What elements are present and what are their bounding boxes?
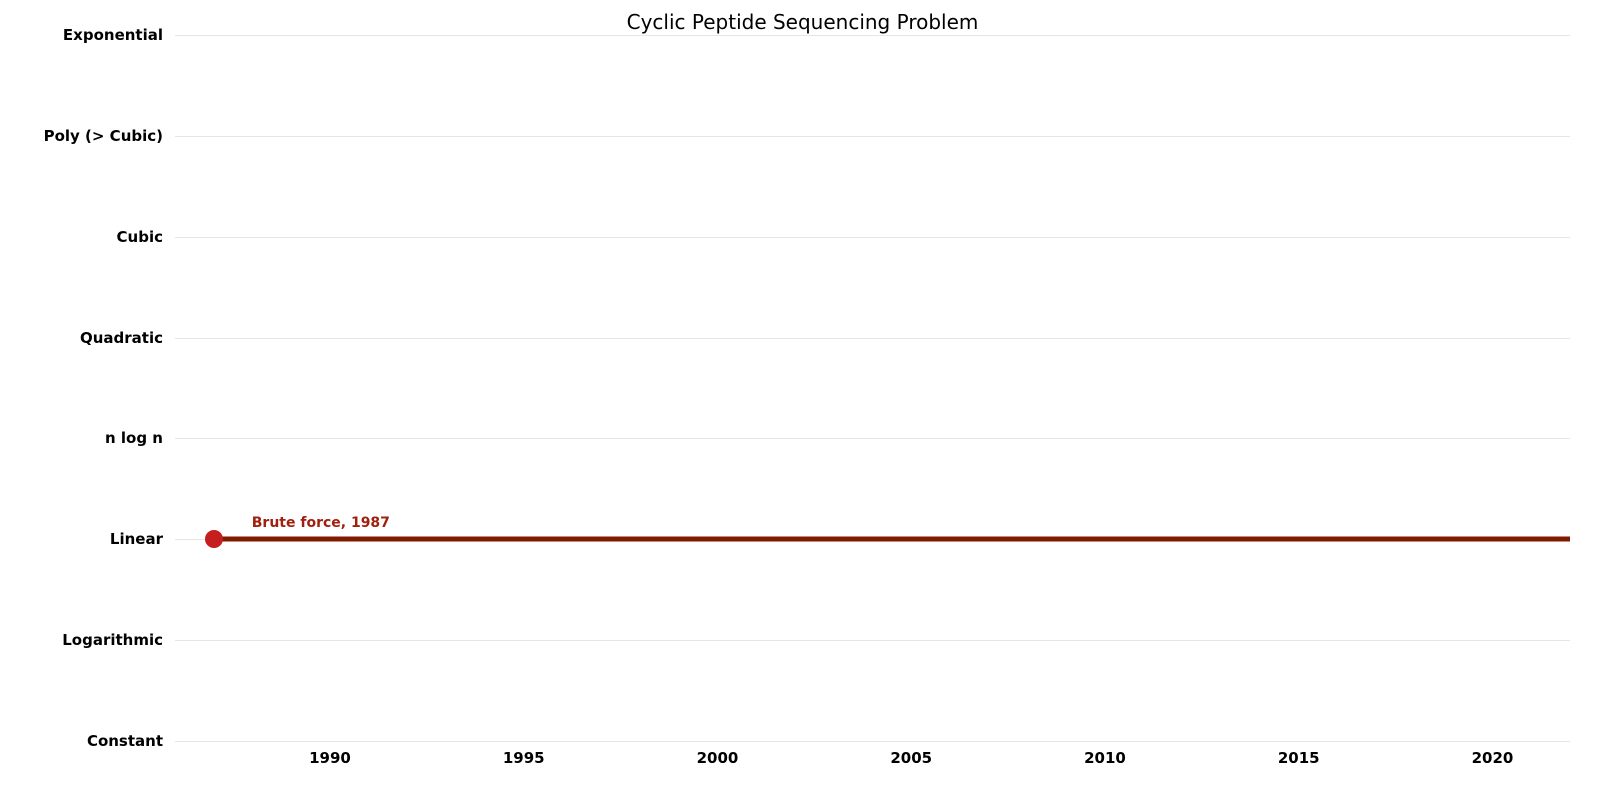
gridline bbox=[175, 438, 1570, 439]
plot-area: ConstantLogarithmicLinearn log nQuadrati… bbox=[175, 35, 1570, 741]
gridline bbox=[175, 35, 1570, 36]
series-line bbox=[214, 537, 1570, 542]
series-marker bbox=[205, 530, 223, 548]
x-tick-label: 2000 bbox=[697, 749, 739, 767]
x-tick-label: 2015 bbox=[1278, 749, 1320, 767]
y-tick-label: n log n bbox=[105, 429, 163, 447]
x-tick-label: 1990 bbox=[309, 749, 351, 767]
x-tick-label: 2005 bbox=[890, 749, 932, 767]
x-tick-label: 2020 bbox=[1472, 749, 1514, 767]
gridline bbox=[175, 741, 1570, 742]
gridline bbox=[175, 237, 1570, 238]
chart-title: Cyclic Peptide Sequencing Problem bbox=[0, 10, 1605, 34]
gridline bbox=[175, 640, 1570, 641]
gridline bbox=[175, 136, 1570, 137]
y-tick-label: Linear bbox=[110, 530, 163, 548]
y-tick-label: Logarithmic bbox=[62, 631, 163, 649]
y-tick-label: Quadratic bbox=[80, 329, 163, 347]
y-tick-label: Exponential bbox=[63, 26, 163, 44]
x-tick-label: 1995 bbox=[503, 749, 545, 767]
y-tick-label: Poly (> Cubic) bbox=[44, 127, 163, 145]
series-annotation: Brute force, 1987 bbox=[252, 515, 390, 531]
y-tick-label: Constant bbox=[87, 732, 163, 750]
y-tick-label: Cubic bbox=[117, 228, 163, 246]
gridline bbox=[175, 338, 1570, 339]
x-tick-label: 2010 bbox=[1084, 749, 1126, 767]
